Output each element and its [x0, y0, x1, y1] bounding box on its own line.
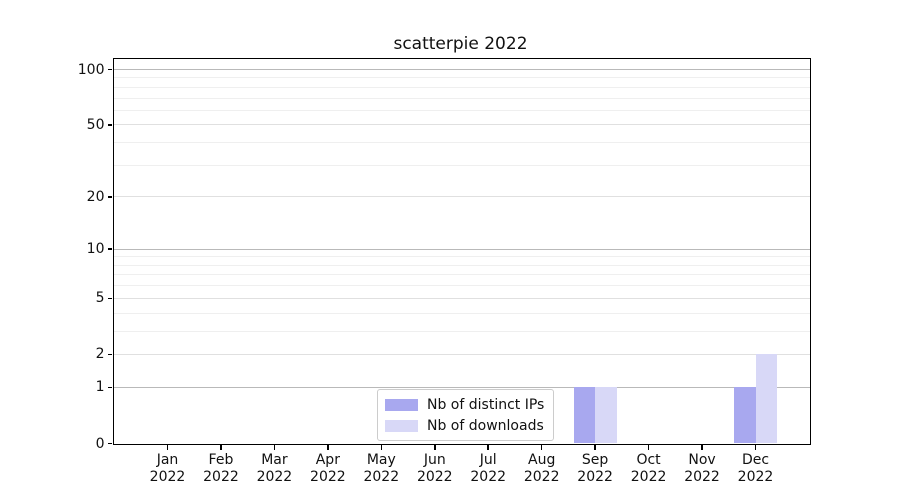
x-tick-mark: [754, 445, 757, 450]
y-tick-label: 100: [77, 61, 105, 78]
x-tick-label: May 2022: [363, 451, 400, 485]
x-tick-label: Jan 2022: [149, 451, 186, 485]
gridline-major: [113, 69, 810, 70]
y-tick-label: 2: [95, 346, 105, 363]
gridline-minor: [113, 97, 810, 99]
y-tick-label: 10: [86, 241, 105, 258]
x-tick-label: Mar 2022: [256, 451, 293, 485]
bar-downloads: [595, 387, 617, 444]
x-tick-mark: [327, 445, 329, 450]
gridline-minor: [113, 164, 810, 166]
x-tick-mark: [434, 445, 436, 450]
y-tick-mark: [107, 196, 112, 198]
x-tick-label: Jul 2022: [470, 451, 507, 485]
gridline-minor: [113, 264, 810, 266]
bar-distinct-ips: [573, 387, 596, 444]
x-tick-mark: [380, 445, 383, 450]
bar-distinct-ips: [734, 387, 756, 444]
x-tick-mark: [273, 445, 276, 450]
y-tick-label: 20: [86, 188, 105, 205]
y-tick-mark: [107, 442, 112, 445]
gridline-minor: [113, 285, 810, 287]
legend-swatch-icon: [385, 398, 418, 411]
gridline-major: [113, 297, 810, 299]
y-tick-label: 1: [95, 379, 105, 396]
bar-downloads: [755, 354, 777, 444]
y-tick-label: 5: [95, 290, 105, 307]
gridline-major: [113, 353, 810, 355]
plot-area: 0 1 2 5 10 20 50 100 Jan 2022 Feb 2022 Mar 2022 Apr 202…: [78, 57, 811, 485]
legend-entry: Nb of downloads: [385, 416, 544, 435]
x-tick-mark: [647, 445, 650, 450]
y-tick-mark: [107, 248, 112, 250]
gridline-minor: [113, 86, 810, 88]
y-tick-mark: [107, 386, 112, 389]
x-tick-label: Aug 2022: [523, 451, 560, 485]
x-tick-mark: [166, 445, 169, 450]
legend: Nb of distinct IPs Nb of downloads: [377, 389, 555, 441]
y-tick-mark: [107, 297, 112, 300]
y-tick-mark: [107, 353, 112, 356]
x-tick-label: Apr 2022: [310, 451, 346, 485]
gridline-major: [113, 124, 810, 126]
legend-swatch-icon: [385, 419, 418, 432]
legend-entry: Nb of distinct IPs: [385, 395, 544, 414]
gridline-minor: [113, 109, 810, 111]
legend-label: Nb of downloads: [427, 417, 544, 434]
y-tick-mark: [107, 124, 112, 126]
x-tick-label: Nov 2022: [684, 451, 720, 485]
x-tick-label: Feb 2022: [203, 451, 239, 485]
y-tick-label: 0: [95, 435, 105, 452]
x-tick-label: Sep 2022: [577, 451, 613, 485]
x-tick-label: Jun 2022: [416, 451, 453, 485]
gridline-minor: [113, 256, 810, 258]
y-tick-mark: [107, 68, 112, 71]
gridline-minor: [113, 142, 810, 144]
legend-label: Nb of distinct IPs: [427, 396, 545, 413]
x-tick-label: Dec 2022: [737, 451, 774, 485]
x-tick-mark: [487, 445, 489, 450]
gridline-major: [113, 248, 810, 250]
x-tick-label: Oct 2022: [630, 451, 667, 485]
x-tick-mark: [701, 445, 703, 450]
chart-title: scatterpie 2022: [393, 34, 528, 54]
x-tick-mark: [540, 445, 543, 450]
gridline-major: [113, 386, 810, 388]
gridline-minor: [113, 274, 810, 276]
gridline-minor: [113, 330, 810, 332]
x-tick-mark: [594, 445, 596, 450]
gridline-minor: [113, 77, 810, 79]
x-tick-mark: [220, 445, 222, 450]
y-tick-label: 50: [86, 116, 105, 133]
gridline-major: [113, 196, 810, 198]
gridline-minor: [113, 312, 810, 314]
